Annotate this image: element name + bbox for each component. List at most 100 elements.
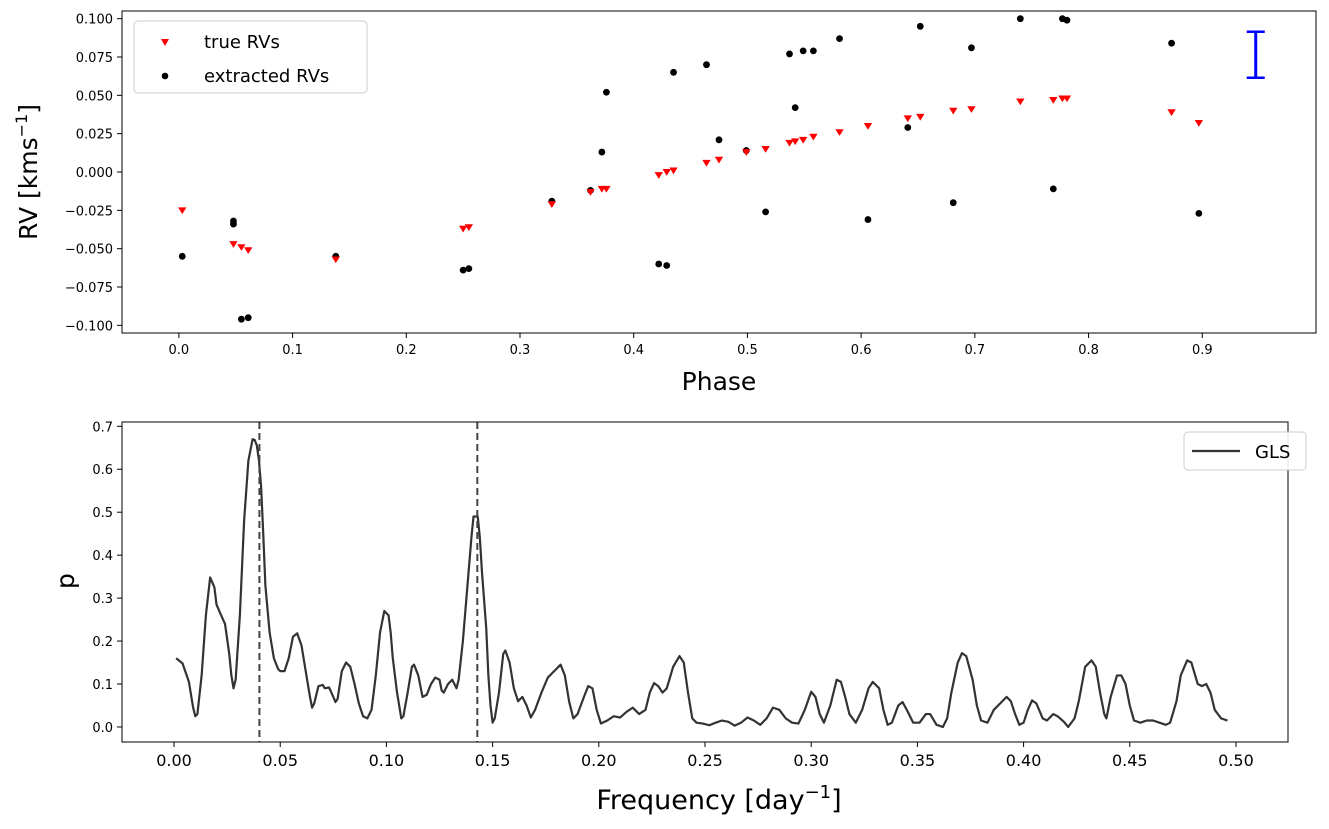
true-rv-point-23: [863, 123, 873, 130]
true-rv-point-29: [1049, 96, 1058, 104]
extracted-rv-point-21: [799, 47, 807, 55]
rv-x-tick-label-8: 0.8: [1078, 343, 1099, 358]
rv-x-tick-label-2: 0.2: [396, 343, 417, 358]
gls-y-tick-label-2: 0.5: [92, 506, 113, 521]
rv-points: [178, 15, 1204, 323]
true-rv-point-24: [903, 115, 912, 123]
gls-x-axis-label-sup: −1: [805, 782, 832, 803]
extracted-rv-point-3: [238, 315, 245, 323]
rv-x-axis-label: Phase: [682, 367, 757, 396]
gls-y-ticks: 0.7 0.6 0.5 0.4 0.3 0.2 0.1 0.0: [92, 420, 122, 736]
gls-y-axis-label: p: [51, 573, 80, 589]
gls-x-tick-label-8: 0.40: [1006, 751, 1042, 770]
rv-x-tick-label-4: 0.4: [623, 343, 644, 358]
rv-x-ticks: 0.0 0.1 0.2 0.3 0.4 0.5 0.6 0.7 0.8 0.9: [169, 333, 1213, 358]
true-rv-point-16: [742, 149, 751, 156]
true-rv-point-33: [1194, 119, 1204, 127]
true-rv-point-11: [654, 172, 663, 179]
rv-y-tick-label-3: 0.025: [76, 128, 113, 143]
gls-legend: GLS: [1183, 431, 1307, 471]
gls-legend-box: [1183, 431, 1307, 471]
rv-y-tick-label-4: 0.000: [76, 166, 113, 181]
extracted-rv-point-27: [949, 199, 957, 207]
gls-x-tick-label-9: 0.45: [1112, 751, 1148, 770]
rv-x-tick-label-5: 0.5: [737, 343, 758, 358]
rv-y-tick-label-1: 0.075: [76, 51, 113, 66]
rv-y-ticks: 0.100 0.075 0.050 0.025 0.000 −0.025 −0.050 −0.…: [65, 13, 122, 334]
gls-x-tick-label-3: 0.15: [475, 751, 511, 770]
gls-x-tick-label-5: 0.25: [687, 751, 723, 770]
gls-x-tick-label-7: 0.35: [900, 751, 936, 770]
true-rv-point-18: [785, 139, 794, 147]
extracted-rv-point-16: [715, 136, 723, 144]
rv-legend-box: [133, 20, 368, 94]
gls-x-ticks: 0.00 0.05 0.10 0.15 0.20 0.25 0.30 0.35 0.40 0.45…: [156, 742, 1254, 770]
rv-x-tick-label-7: 0.7: [965, 343, 986, 358]
true-rv-point-6: [464, 224, 474, 231]
rv-x-tick-label-9: 0.9: [1192, 343, 1213, 358]
legend-extracted-rv-marker: [161, 72, 169, 80]
extracted-rv-point-18: [762, 208, 770, 216]
true-rv-point-12: [662, 169, 671, 176]
gls-y-tick-label-0: 0.7: [92, 420, 113, 435]
extracted-rv-point-12: [655, 260, 663, 268]
true-rv-point-21: [809, 133, 818, 141]
true-rv-point-31: [1062, 95, 1072, 103]
true-rv-point-20: [798, 136, 808, 144]
rv-y-tick-label-8: −0.100: [65, 319, 113, 334]
error-bar: [1246, 30, 1265, 79]
legend-extracted-rv-label: extracted RVs: [204, 66, 329, 87]
gls-vlines: [258, 422, 479, 742]
extracted-rv-point-33: [1168, 39, 1175, 47]
gls-x-tick-label-6: 0.30: [793, 751, 829, 770]
extracted-rv-point-20: [791, 104, 799, 111]
gls-y-tick-label-4: 0.3: [92, 592, 113, 607]
rv-y-tick-label-2: 0.050: [76, 89, 113, 104]
gls-x-axis-label: Frequency [day−1]: [596, 782, 841, 816]
gls-y-tick-label-1: 0.6: [92, 463, 113, 478]
true-rv-point-28: [1016, 98, 1025, 106]
extracted-rv-point-25: [904, 124, 912, 131]
rv-y-axis-label-end: ]: [14, 104, 43, 114]
rv-y-tick-label-6: −0.050: [65, 243, 113, 258]
gls-series-line: [175, 438, 1228, 729]
true-rv-point-5: [458, 225, 468, 233]
true-rv-point-8: [586, 188, 595, 196]
rv-y-axis-label-sup: −1: [12, 114, 31, 138]
gls-panel: 0.00 0.05 0.10 0.15 0.20 0.25 0.30 0.35 0.40 0.45…: [51, 420, 1307, 816]
extracted-rv-point-15: [703, 61, 710, 69]
extracted-rv-point-28: [968, 44, 975, 52]
gls-x-axis-label-main: Frequency [day: [596, 785, 804, 816]
extracted-rv-point-4: [244, 314, 252, 322]
rv-y-axis-label-main: RV [kms: [14, 137, 43, 240]
true-rv-point-0: [178, 207, 187, 215]
true-rv-point-27: [967, 106, 976, 113]
true-rv-point-26: [949, 107, 958, 115]
rv-y-axis-label: RV [kms−1]: [12, 104, 43, 240]
true-rv-point-2: [237, 244, 246, 251]
true-rv-point-15: [714, 156, 724, 164]
true-rv-point-32: [1167, 109, 1176, 116]
extracted-rv-point-0: [178, 252, 186, 260]
extracted-rv-point-11: [603, 88, 610, 96]
gls-x-tick-label-2: 0.10: [369, 751, 405, 770]
gls-x-tick-label-10: 0.50: [1218, 751, 1254, 770]
legend-gls-label: GLS: [1255, 442, 1290, 463]
legend-true-rv-marker: [161, 39, 169, 46]
extracted-rv-point-24: [864, 216, 872, 223]
rv-x-tick-label-3: 0.3: [510, 343, 531, 358]
gls-x-axis-label-end: ]: [831, 785, 842, 816]
true-rv-point-4: [331, 256, 340, 264]
extracted-rv-point-10: [598, 148, 606, 156]
extracted-rv-point-29: [1016, 15, 1024, 23]
extracted-rv-point-2: [230, 220, 237, 228]
true-rv-point-22: [835, 129, 844, 136]
true-rv-point-3: [244, 247, 253, 254]
true-rv-point-25: [916, 113, 925, 121]
gls-y-tick-label-5: 0.2: [92, 635, 113, 650]
true-rv-point-10: [602, 185, 611, 193]
rv-y-tick-label-7: −0.075: [65, 281, 113, 296]
extracted-rv-point-22: [809, 47, 817, 55]
rv-phase-panel: 0.0 0.1 0.2 0.3 0.4 0.5 0.6 0.7 0.8 0.9 0.100 0.07…: [12, 10, 1317, 396]
gls-y-tick-label-3: 0.4: [92, 549, 113, 564]
